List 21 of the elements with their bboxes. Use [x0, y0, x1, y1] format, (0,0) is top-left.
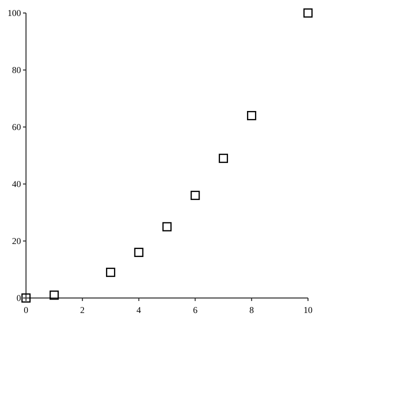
y-tick-label: 0 [16, 293, 22, 303]
point [106, 268, 116, 277]
x-tick-label: 8 [249, 305, 254, 315]
point [190, 190, 200, 200]
point [218, 154, 228, 163]
y-tick-label: 60 [12, 122, 22, 132]
x-tick-label: 0 [24, 305, 29, 315]
y-tick-label: 20 [12, 236, 22, 246]
point [134, 248, 144, 257]
point [50, 290, 59, 300]
point [162, 222, 172, 232]
point [21, 293, 31, 303]
y-tick-label: 80 [12, 65, 22, 75]
y-tick-label: 40 [12, 179, 22, 189]
point [247, 111, 256, 120]
x-tick-label: 2 [80, 305, 85, 315]
x-tick-label: 6 [192, 305, 198, 315]
y-tick-label: 100 [8, 8, 22, 18]
x-tick-label: 4 [136, 305, 142, 315]
point [303, 8, 313, 18]
x-tick-label: 10 [304, 305, 313, 315]
